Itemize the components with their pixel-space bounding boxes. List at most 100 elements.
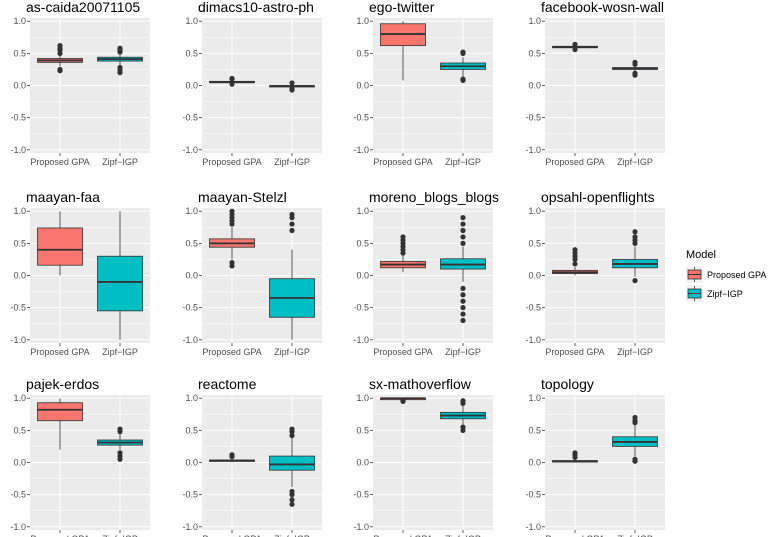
box-proposed-gpa [552, 41, 598, 53]
legend-label: Proposed GPA [707, 270, 766, 280]
outlier-point [460, 317, 466, 324]
x-tick-label: Zipf−IGP [445, 534, 481, 537]
box-proposed-gpa [37, 398, 83, 450]
outlier-point [289, 497, 295, 503]
x-tick-label: Zipf−IGP [274, 534, 310, 537]
y-tick-label: 0.0 [13, 271, 26, 281]
x-tick-label: Proposed GPA [373, 534, 432, 537]
y-tick-label: 1.0 [185, 393, 198, 403]
outlier-point [460, 398, 466, 404]
y-tick-label: 1.0 [528, 206, 541, 216]
outlier-point [117, 450, 123, 456]
y-tick-label: 1.0 [356, 393, 369, 403]
x-tick-label: Zipf−IGP [445, 157, 481, 167]
y-tick-label: 0.5 [13, 425, 26, 435]
y-tick-label: -1.0 [10, 145, 26, 155]
y-tick-label: -0.5 [182, 490, 198, 500]
panel-title: maayan-faa [26, 189, 100, 205]
panel-title: ego-twitter [369, 0, 435, 15]
y-tick-label: 0.0 [13, 458, 26, 468]
outlier-point [57, 43, 63, 49]
y-tick-label: 0.0 [528, 81, 541, 91]
y-tick-label: 1.0 [528, 393, 541, 403]
y-tick-label: 1.0 [13, 16, 26, 26]
y-tick-label: 1.0 [528, 16, 541, 26]
y-tick-label: -0.5 [10, 113, 26, 123]
y-tick-label: -0.5 [353, 113, 369, 123]
x-tick-label: Proposed GPA [202, 534, 261, 537]
x-tick-label: Proposed GPA [202, 157, 261, 167]
y-tick-label: 0.5 [356, 238, 369, 248]
outlier-point [572, 41, 578, 47]
x-tick-label: Proposed GPA [30, 157, 89, 167]
box-zipf-igp [269, 426, 315, 507]
y-tick-label: 0.0 [356, 271, 369, 281]
x-tick-label: Zipf−IGP [102, 534, 138, 537]
x-tick-label: Proposed GPA [545, 534, 604, 537]
outlier-point [572, 450, 578, 456]
box-proposed-gpa [380, 397, 426, 405]
outlier-point [229, 81, 235, 87]
y-tick-label: -1.0 [182, 335, 198, 345]
box-proposed-gpa [209, 208, 255, 269]
y-tick-label: 1.0 [13, 393, 26, 403]
x-tick-label: Zipf−IGP [274, 157, 310, 167]
legend: Model Proposed GPA Zipf−IGP [686, 249, 766, 302]
outlier-point [632, 229, 638, 235]
box-zipf-igp [612, 414, 658, 464]
y-tick-label: -0.5 [353, 303, 369, 313]
y-tick-label: -0.5 [182, 113, 198, 123]
y-tick-label: 0.5 [185, 48, 198, 58]
box-proposed-gpa [37, 211, 83, 276]
outlier-point [572, 46, 578, 53]
outlier-point [460, 76, 466, 82]
y-tick-label: -0.5 [10, 303, 26, 313]
outlier-point [400, 234, 406, 240]
x-tick-label: Proposed GPA [373, 347, 432, 357]
outlier-point [229, 208, 235, 214]
box-proposed-gpa [552, 450, 598, 463]
y-tick-label: -0.5 [525, 113, 541, 123]
outlier-point [460, 292, 466, 298]
y-tick-label: 0.0 [185, 81, 198, 91]
y-tick-label: 0.0 [528, 458, 541, 468]
y-tick-label: 1.0 [356, 16, 369, 26]
box-iqr [97, 255, 143, 312]
legend-title: Model [686, 249, 716, 261]
legend-key: Zipf−IGP [686, 285, 743, 302]
y-tick-label: 0.5 [185, 425, 198, 435]
x-tick-label: Zipf−IGP [445, 347, 481, 357]
x-tick-label: Zipf−IGP [617, 534, 653, 537]
outlier-point [289, 492, 295, 498]
y-tick-label: -0.5 [525, 303, 541, 313]
box-proposed-gpa [209, 452, 255, 462]
x-tick-label: Proposed GPA [545, 157, 604, 167]
x-tick-label: Zipf−IGP [617, 347, 653, 357]
outlier-point [632, 414, 638, 421]
outlier-point [289, 426, 295, 432]
box-proposed-gpa [380, 21, 426, 81]
outlier-point [460, 215, 466, 221]
box-proposed-gpa [380, 234, 426, 273]
x-tick-label: Zipf−IGP [274, 347, 310, 357]
panel-title: dimacs10-astro-ph [198, 0, 314, 15]
outlier-point [229, 260, 235, 266]
panel-title: reactome [198, 376, 257, 392]
box-iqr [269, 455, 315, 471]
x-tick-label: Zipf−IGP [102, 157, 138, 167]
outlier-point [632, 456, 638, 462]
outlier-point [460, 49, 466, 55]
y-tick-label: 0.5 [13, 48, 26, 58]
y-tick-label: -0.5 [525, 490, 541, 500]
outlier-point [289, 227, 295, 234]
legend-label: Zipf−IGP [707, 289, 743, 299]
panel-title: maayan-Stelzl [198, 189, 287, 205]
box-zipf-igp [612, 59, 658, 78]
box-zipf-igp [612, 229, 658, 284]
y-tick-label: 0.0 [185, 271, 198, 281]
box-zipf-igp [97, 426, 143, 462]
